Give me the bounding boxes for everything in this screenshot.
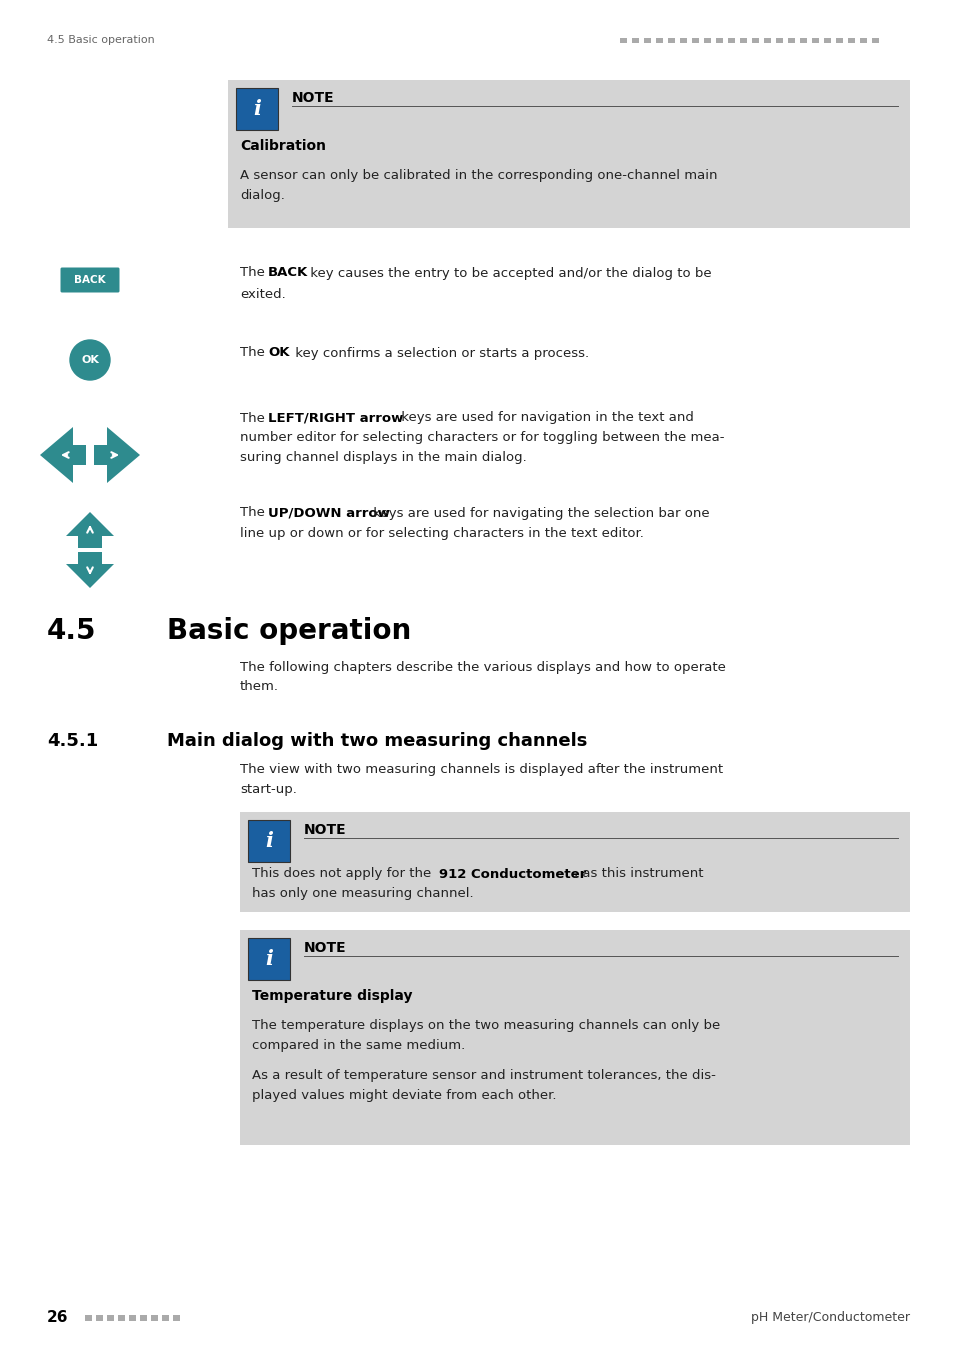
Text: line up or down or for selecting characters in the text editor.: line up or down or for selecting charact… <box>240 526 643 540</box>
Text: i: i <box>265 832 273 850</box>
Bar <box>643 38 650 42</box>
Text: played values might deviate from each other.: played values might deviate from each ot… <box>252 1089 556 1103</box>
Bar <box>716 38 722 42</box>
Bar <box>751 38 759 42</box>
Bar <box>667 38 675 42</box>
Text: The: The <box>240 266 269 279</box>
Bar <box>811 38 818 42</box>
Bar <box>619 38 626 42</box>
Text: The: The <box>240 412 269 424</box>
Bar <box>96 1315 103 1322</box>
Bar <box>240 930 909 1145</box>
Text: LEFT/RIGHT arrow: LEFT/RIGHT arrow <box>268 412 403 424</box>
Text: NOTE: NOTE <box>304 941 346 954</box>
Bar <box>240 811 909 913</box>
Text: suring channel displays in the main dialog.: suring channel displays in the main dial… <box>240 451 526 464</box>
Text: The: The <box>240 506 269 520</box>
Text: OK: OK <box>268 347 289 359</box>
Text: dialog.: dialog. <box>240 189 285 202</box>
Text: BACK: BACK <box>268 266 308 279</box>
Text: i: i <box>265 949 273 969</box>
Circle shape <box>70 340 110 379</box>
Bar <box>703 38 710 42</box>
Polygon shape <box>40 427 86 483</box>
Text: UP/DOWN arrow: UP/DOWN arrow <box>268 506 390 520</box>
Text: compared in the same medium.: compared in the same medium. <box>252 1040 465 1053</box>
Bar <box>118 1315 125 1322</box>
Bar <box>162 1315 169 1322</box>
Polygon shape <box>66 552 113 589</box>
Bar <box>775 38 782 42</box>
Text: Calibration: Calibration <box>240 139 326 153</box>
Text: NOTE: NOTE <box>304 824 346 837</box>
FancyBboxPatch shape <box>60 267 119 293</box>
Text: , as this instrument: , as this instrument <box>574 868 702 880</box>
Text: key confirms a selection or starts a process.: key confirms a selection or starts a pro… <box>291 347 589 359</box>
Text: has only one measuring channel.: has only one measuring channel. <box>252 887 473 900</box>
Text: As a result of temperature sensor and instrument tolerances, the dis-: As a result of temperature sensor and in… <box>252 1069 715 1083</box>
Text: A sensor can only be calibrated in the corresponding one-channel main: A sensor can only be calibrated in the c… <box>240 169 717 181</box>
Bar <box>248 938 290 980</box>
Text: them.: them. <box>240 680 278 694</box>
Bar <box>763 38 770 42</box>
Text: Basic operation: Basic operation <box>167 617 411 645</box>
Bar <box>691 38 699 42</box>
Bar <box>871 38 878 42</box>
Text: Temperature display: Temperature display <box>252 990 412 1003</box>
Text: 4.5 Basic operation: 4.5 Basic operation <box>47 35 154 45</box>
Text: NOTE: NOTE <box>292 90 335 105</box>
Text: exited.: exited. <box>240 289 286 301</box>
Text: pH Meter/Conductometer: pH Meter/Conductometer <box>750 1311 909 1324</box>
Text: This does not apply for the: This does not apply for the <box>252 868 435 880</box>
Bar <box>847 38 854 42</box>
Text: 4.5: 4.5 <box>47 617 96 645</box>
Text: keys are used for navigating the selection bar one: keys are used for navigating the selecti… <box>369 506 709 520</box>
Bar <box>140 1315 147 1322</box>
Text: The view with two measuring channels is displayed after the instrument: The view with two measuring channels is … <box>240 764 722 776</box>
Text: i: i <box>253 99 261 119</box>
Bar <box>740 38 746 42</box>
Bar <box>228 80 909 228</box>
Text: The following chapters describe the various displays and how to operate: The following chapters describe the vari… <box>240 660 725 674</box>
Text: The temperature displays on the two measuring channels can only be: The temperature displays on the two meas… <box>252 1019 720 1033</box>
Bar <box>800 38 806 42</box>
Bar <box>835 38 842 42</box>
Text: start-up.: start-up. <box>240 783 296 796</box>
Bar <box>679 38 686 42</box>
Bar <box>859 38 866 42</box>
Text: 4.5.1: 4.5.1 <box>47 732 98 751</box>
Text: Main dialog with two measuring channels: Main dialog with two measuring channels <box>167 732 587 751</box>
Bar <box>172 1315 180 1322</box>
Text: 912 Conductometer: 912 Conductometer <box>438 868 586 880</box>
Text: number editor for selecting characters or for toggling between the mea-: number editor for selecting characters o… <box>240 432 723 444</box>
Bar <box>823 38 830 42</box>
Text: The: The <box>240 347 269 359</box>
Text: OK: OK <box>81 355 99 364</box>
Bar <box>787 38 794 42</box>
Bar <box>235 88 277 130</box>
Bar <box>129 1315 136 1322</box>
Bar <box>727 38 734 42</box>
Bar <box>151 1315 158 1322</box>
Bar <box>631 38 639 42</box>
Polygon shape <box>94 427 140 483</box>
Bar <box>85 1315 91 1322</box>
Bar <box>107 1315 113 1322</box>
Text: 26: 26 <box>47 1311 69 1326</box>
Polygon shape <box>66 512 113 548</box>
Text: key causes the entry to be accepted and/or the dialog to be: key causes the entry to be accepted and/… <box>306 266 711 279</box>
Bar <box>248 819 290 863</box>
Text: BACK: BACK <box>74 275 106 285</box>
Text: keys are used for navigation in the text and: keys are used for navigation in the text… <box>396 412 693 424</box>
Bar <box>656 38 662 42</box>
